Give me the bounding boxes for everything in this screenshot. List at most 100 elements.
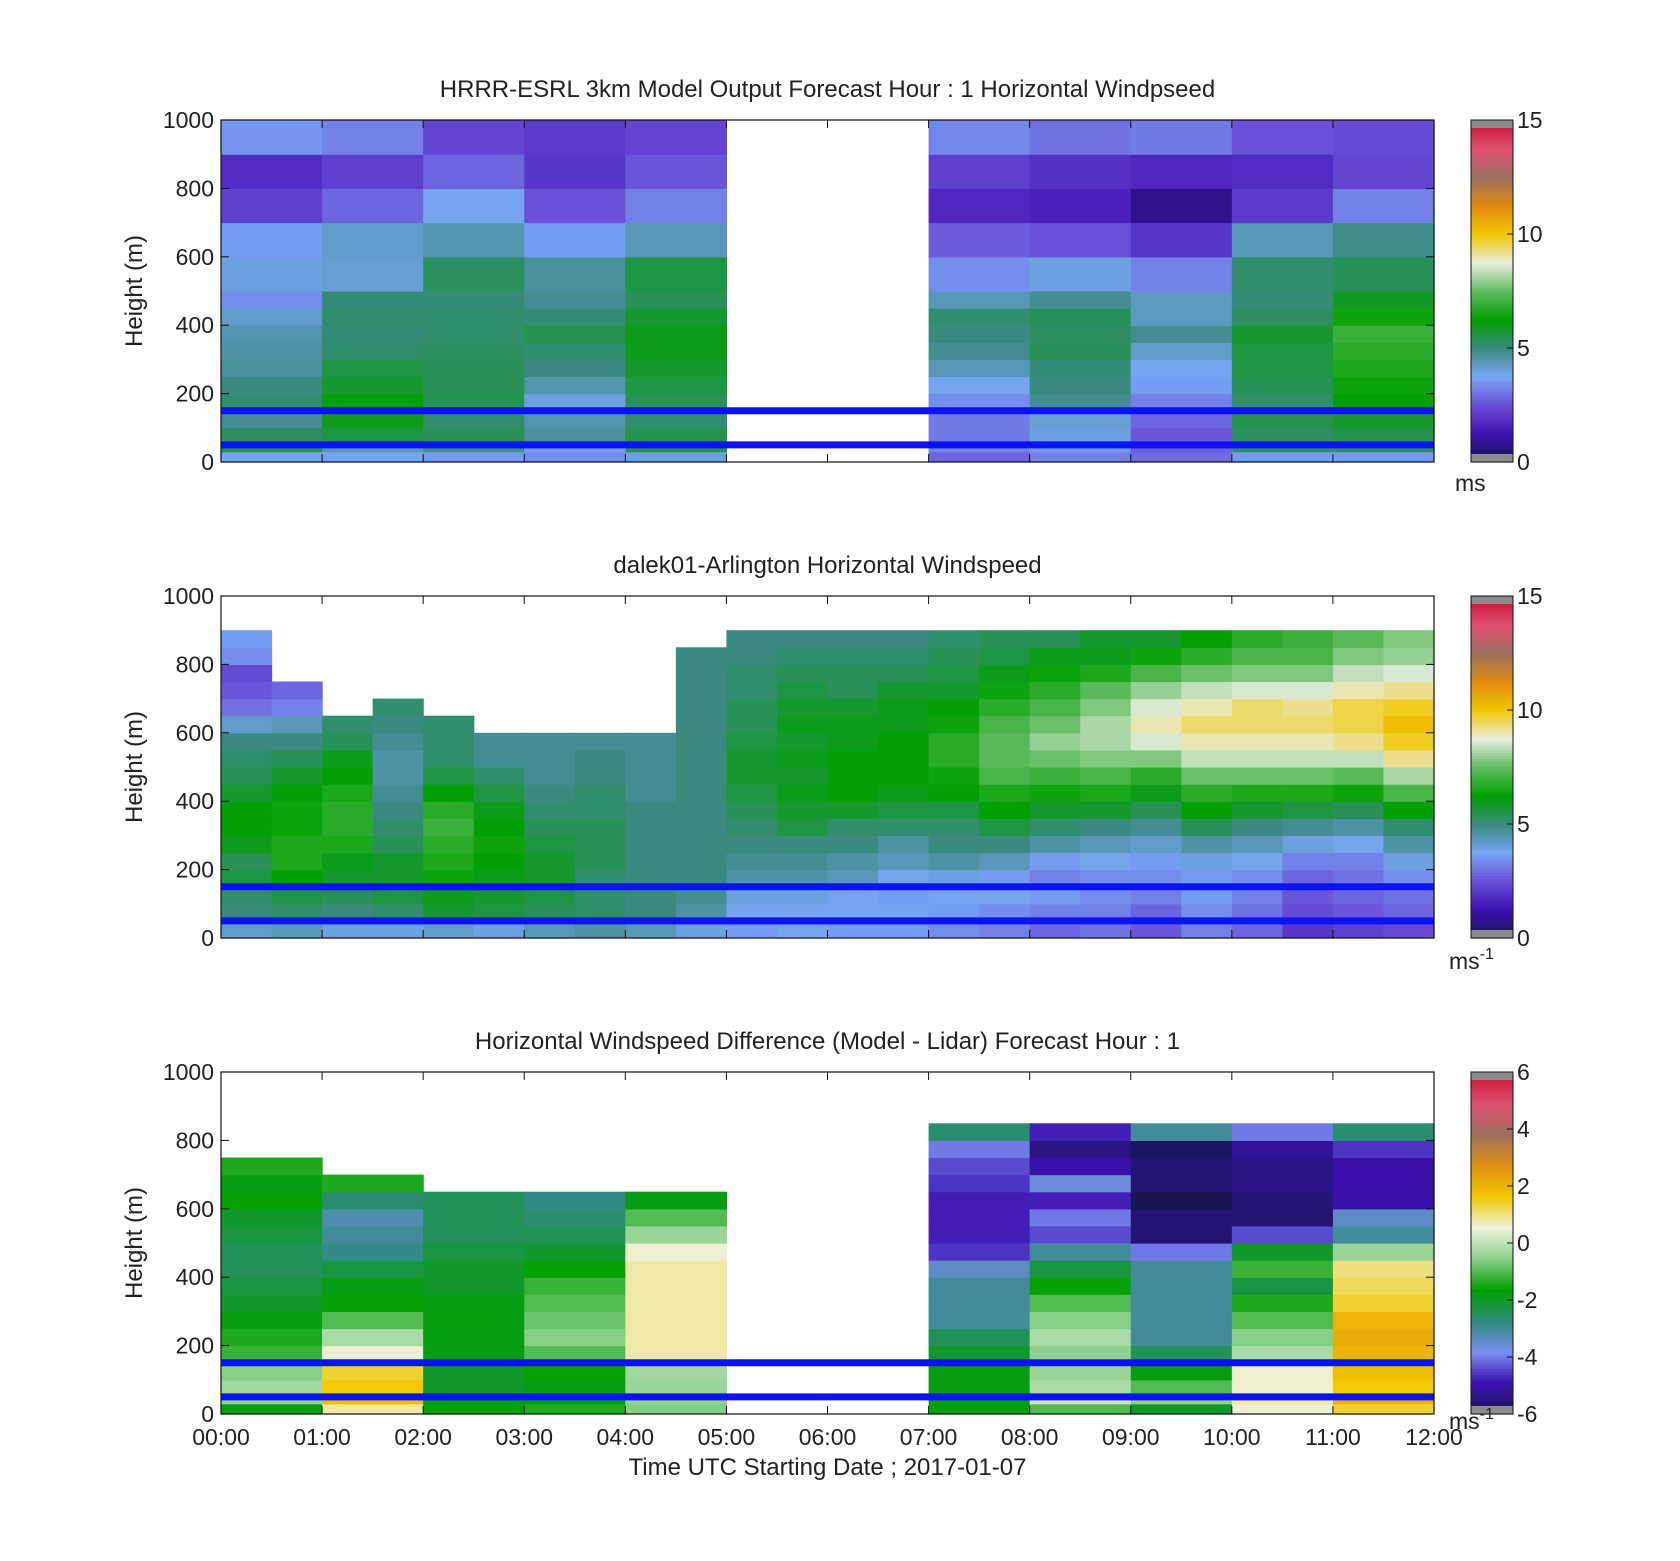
colorbar-segment [1471, 718, 1513, 722]
heatmap-cell [625, 1294, 728, 1312]
colorbar-segment [1471, 638, 1513, 643]
colorbar-segment [1471, 1388, 1513, 1392]
heatmap-cell [1282, 903, 1334, 922]
heatmap-cell [221, 647, 273, 665]
heatmap-cell [726, 852, 778, 871]
heatmap-cell [979, 715, 1031, 734]
heatmap-cell [1231, 1345, 1334, 1364]
heatmap-cell [1130, 630, 1182, 648]
heatmap-cell [928, 835, 980, 854]
colorbar-unit-label: ms-1 [1449, 1406, 1494, 1434]
heatmap-cell [675, 732, 728, 751]
colorbar-segment [1471, 342, 1513, 346]
heatmap-cell [524, 1191, 626, 1210]
colorbar-segment [1471, 735, 1513, 740]
panel-3: Horizontal Windspeed Difference (Model -… [121, 1028, 1538, 1450]
heatmap-cell [423, 886, 475, 905]
colorbar-segment [1471, 824, 1513, 828]
colorbar-segment [1471, 1091, 1513, 1096]
heatmap-cell [1029, 869, 1081, 888]
heatmap-cell [221, 256, 323, 292]
heatmap-cell [625, 1362, 728, 1381]
heatmap-cell [524, 410, 626, 429]
heatmap-cell [524, 1294, 626, 1312]
heatmap-cell [979, 630, 1031, 648]
heatmap-cell [1332, 1403, 1435, 1415]
heatmap-cell [776, 835, 829, 854]
heatmap-cell [1383, 749, 1435, 768]
colorbar-segment [1471, 1114, 1513, 1119]
colorbar-segment [1471, 855, 1513, 859]
heatmap-cell [221, 903, 273, 922]
heatmap-cell [423, 784, 475, 802]
heatmap-cell [827, 818, 879, 836]
colorbar-segment [1471, 148, 1513, 152]
heatmap-cell [928, 1362, 1031, 1381]
colorbar-tick-label: 0 [1517, 1230, 1530, 1256]
colorbar-segment [1471, 732, 1513, 737]
heatmap-cell [625, 410, 728, 429]
heatmap-cell [776, 886, 829, 905]
colorbar-segment [1471, 1348, 1513, 1352]
heatmap-cell [1130, 256, 1233, 292]
heatmap-cell [1181, 681, 1233, 700]
heatmap-cell [221, 376, 323, 395]
heatmap-cell [928, 767, 980, 785]
colorbar-segment [1471, 675, 1513, 680]
heatmap-cell [372, 835, 424, 854]
heatmap-cell [1231, 869, 1283, 888]
heatmap-cell [1130, 1140, 1233, 1159]
colorbar-segment [1471, 712, 1513, 717]
colorbar-segment [1471, 792, 1513, 797]
heatmap-cell [1332, 1123, 1435, 1141]
colorbar-segment [1471, 613, 1513, 617]
heatmap-cell [928, 342, 1031, 360]
y-tick-label: 200 [176, 1333, 214, 1359]
heatmap-cell [1130, 784, 1182, 802]
colorbar-segment [1471, 1291, 1513, 1295]
colorbar-segment [1471, 621, 1513, 626]
heatmap-cell [1029, 1362, 1132, 1381]
heatmap-cell [1231, 1362, 1334, 1381]
colorbar-segment [1471, 664, 1513, 668]
heatmap-cell [625, 1260, 728, 1278]
colorbar-segment [1471, 849, 1513, 854]
heatmap-cell [1130, 920, 1182, 939]
x-tick-label: 12:00 [1405, 1424, 1463, 1450]
heatmap-cell [625, 291, 728, 309]
heatmap-cell [322, 835, 374, 854]
heatmap-cell [1332, 120, 1435, 155]
heatmap-cell [1130, 869, 1182, 888]
heatmap-cell [221, 852, 273, 871]
colorbar-segment [1471, 744, 1513, 748]
heatmap-cell [675, 801, 728, 819]
x-tick-label: 05:00 [698, 1424, 756, 1450]
heatmap-cell [625, 801, 677, 819]
heatmap-cell [776, 852, 829, 871]
colorbar-segment [1471, 322, 1513, 326]
colorbar-segment [1471, 1237, 1513, 1241]
heatmap-cell [423, 749, 475, 768]
colorbar-segment [1471, 1143, 1513, 1147]
heatmap-cell [928, 1403, 1031, 1415]
heatmap-cell [979, 749, 1031, 768]
heatmap-cell [271, 835, 323, 854]
colorbar-unit-label: ms-1 [1449, 946, 1494, 974]
colorbar-segment [1471, 402, 1513, 406]
colorbar-segment [1471, 1200, 1513, 1204]
heatmap-cell [1181, 630, 1233, 648]
colorbar-segment [1471, 1151, 1513, 1156]
colorbar-segment [1471, 610, 1513, 614]
heatmap-cell [473, 920, 525, 939]
heatmap-cell [675, 886, 728, 905]
colorbar-clip-low [1471, 1406, 1513, 1414]
colorbar-segment [1471, 1305, 1513, 1310]
heatmap-cell [271, 852, 323, 871]
colorbar-segment [1471, 339, 1513, 343]
colorbar-segment [1471, 1188, 1513, 1193]
colorbar-segment [1471, 1251, 1513, 1255]
colorbar-segment [1471, 424, 1513, 429]
colorbar-segment [1471, 647, 1513, 651]
colorbar-segment [1471, 789, 1513, 794]
